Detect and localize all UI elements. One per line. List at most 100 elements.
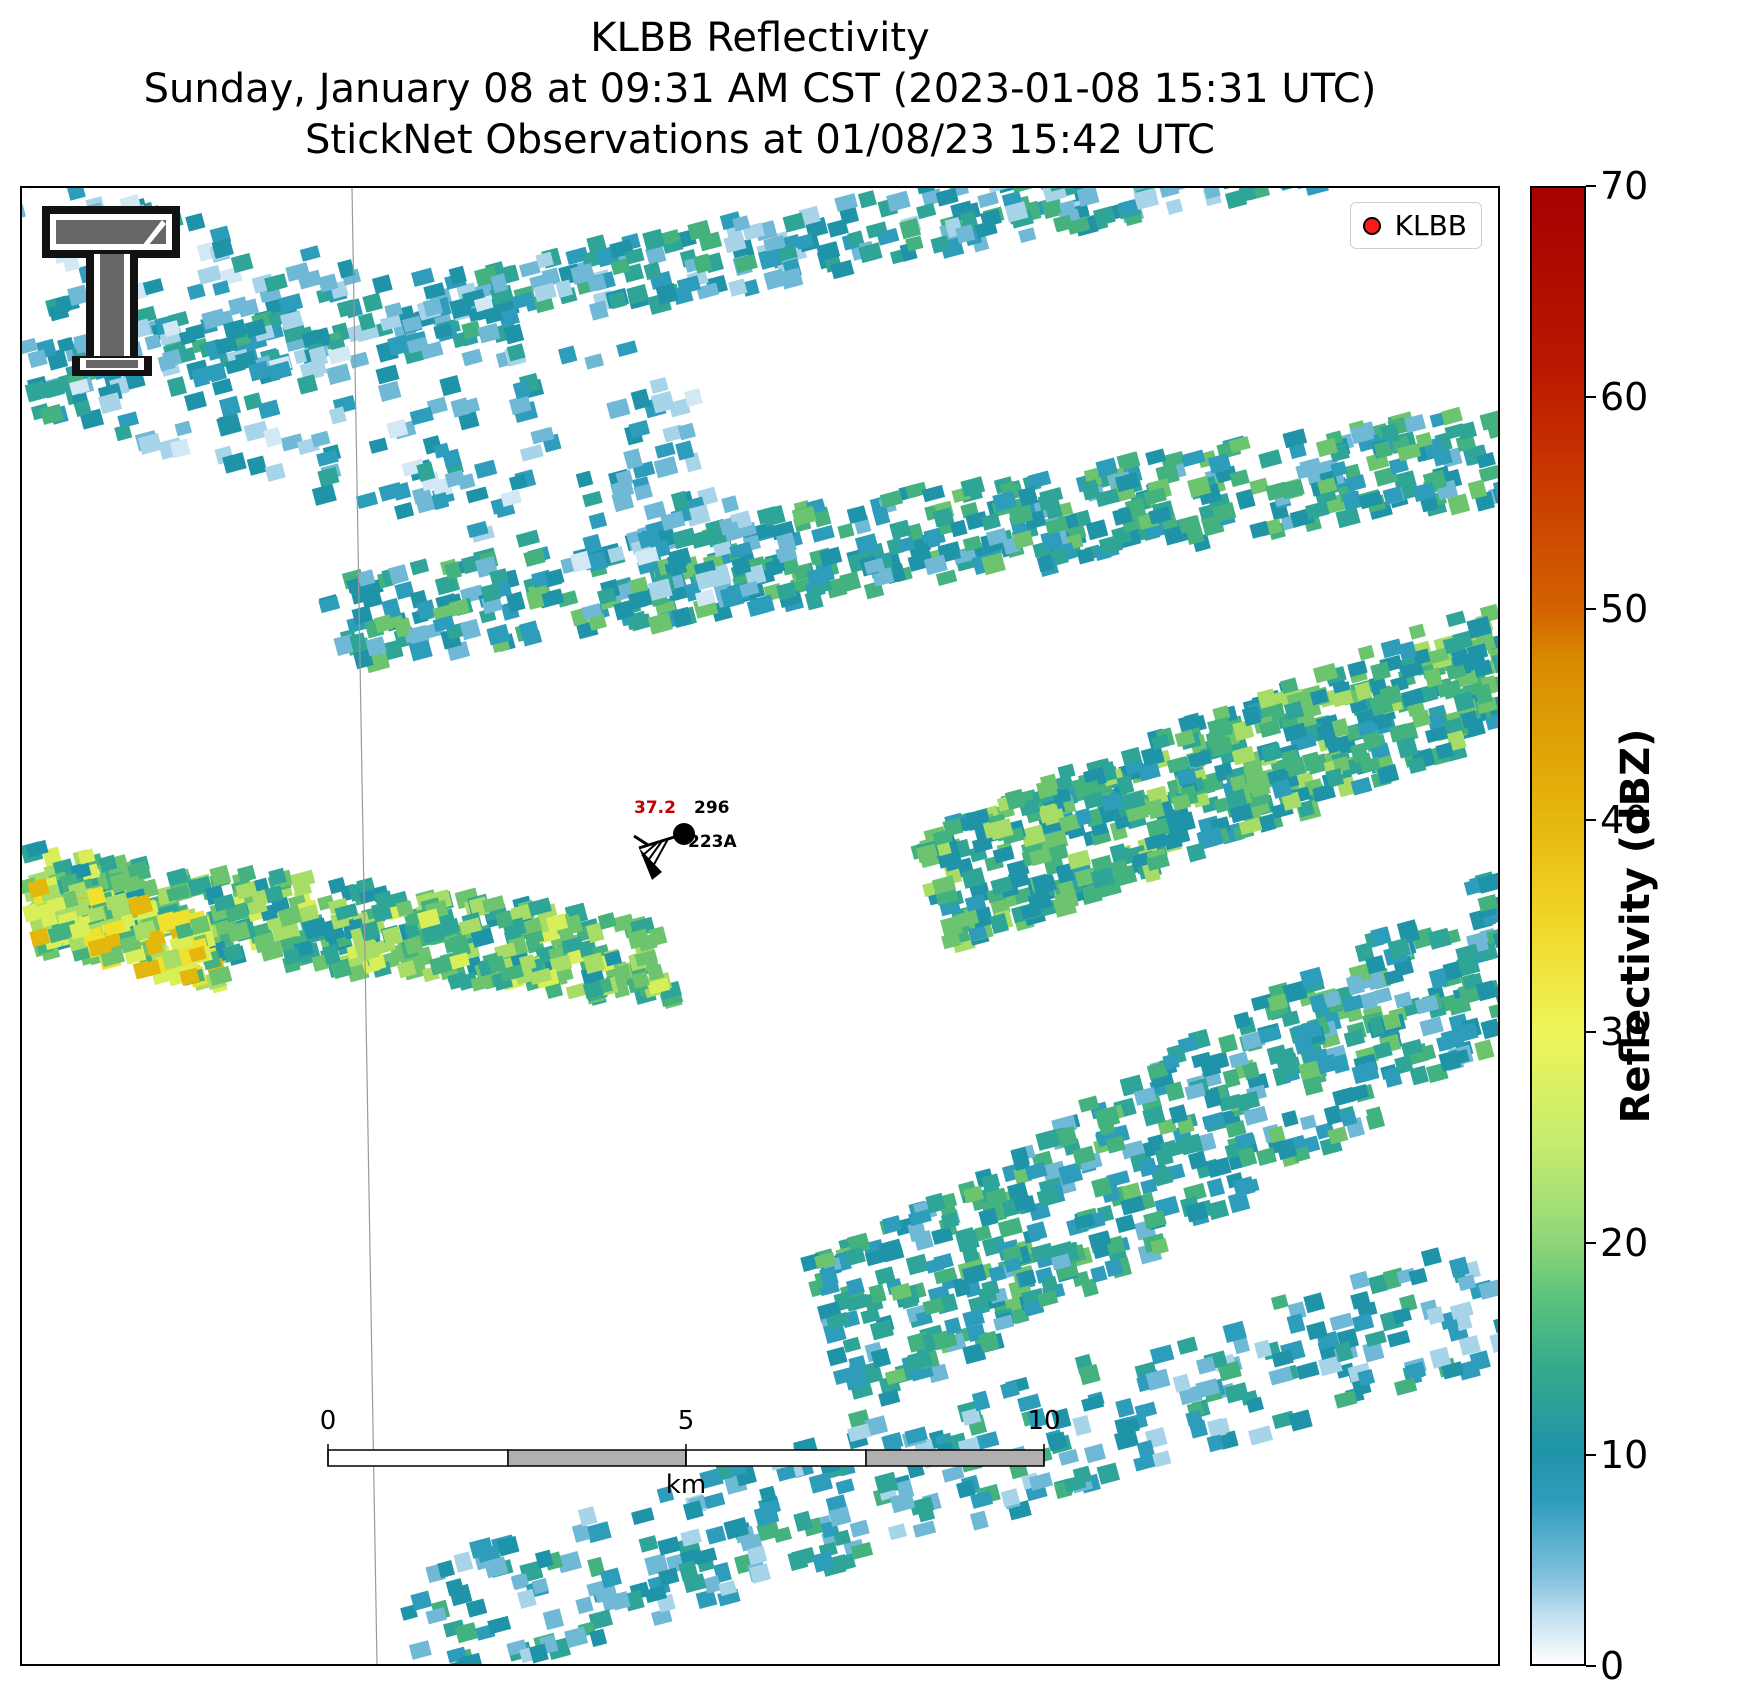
reflectivity-pixel [1229,469,1250,488]
reflectivity-pixel [1176,1336,1198,1355]
reflectivity-pixel [1218,1033,1239,1054]
reflectivity-pixel [826,1346,848,1367]
reflectivity-pixel [647,612,673,635]
reflectivity-pixel [915,202,937,220]
reflectivity-pixel [905,235,924,252]
reflectivity-pixel [965,510,989,531]
reflectivity-pixel [931,1226,954,1246]
reflectivity-pixel [521,629,543,647]
reflectivity-pixel [793,1437,818,1456]
reflectivity-pixel [837,522,855,539]
reflectivity-pixel [416,599,437,621]
reflectivity-pixel [631,1507,655,1526]
reflectivity-pixel [1330,460,1348,478]
reflectivity-pixel [201,308,227,330]
reflectivity-pixel [185,212,206,232]
reflectivity-pixel [974,220,998,239]
reflectivity-pixel [396,960,417,979]
reflectivity-pixel [1268,1366,1294,1386]
reflectivity-pixel [374,890,394,910]
reflectivity-pixel [1349,423,1375,445]
reflectivity-pixel [297,904,320,923]
reflectivity-pixel [839,571,862,593]
reflectivity-pixel [22,337,38,355]
reflectivity-pixel [624,247,645,265]
reflectivity-pixel [577,938,598,959]
reflectivity-pixel [377,380,402,403]
reflectivity-pixel [505,591,526,613]
reflectivity-pixel [166,867,188,886]
reflectivity-pixel [39,403,64,425]
reflectivity-pixel [1112,506,1134,526]
reflectivity-pixel [1095,488,1120,508]
reflectivity-pixel [1053,214,1074,233]
scale-label-5: 5 [677,1406,695,1436]
reflectivity-pixel [1009,188,1033,194]
reflectivity-pixel [26,188,44,189]
reflectivity-pixel [403,935,424,955]
reflectivity-pixel [1187,475,1212,498]
reflectivity-pixel [705,1525,727,1545]
reflectivity-pixel [1249,477,1270,495]
reflectivity-pixel [165,212,184,229]
reflectivity-pixel [654,441,676,459]
reflectivity-pixel [849,1519,870,1538]
reflectivity-pixel [25,839,49,858]
colorbar-tick [1586,185,1596,187]
reflectivity-pixel [355,491,379,509]
reflectivity-pixel [1042,188,1067,203]
colorbar-tick-label: 10 [1600,1432,1649,1477]
reflectivity-pixel [941,1465,965,1483]
reflectivity-pixel [1059,200,1078,220]
reflectivity-pixel [429,954,453,976]
reflectivity-pixel [1152,1450,1172,1468]
reflectivity-pixel [1076,188,1100,207]
reflectivity-pixel [1343,1028,1366,1048]
reflectivity-pixel [858,242,883,264]
reflectivity-pixel [310,430,331,448]
reflectivity-pixel [585,922,605,944]
reflectivity-pixel [884,1367,907,1386]
plot-subtitle-time: Sunday, January 08 at 09:31 AM CST (2023… [143,66,1377,112]
reflectivity-pixel [854,533,880,556]
station-id: 223A [688,832,737,852]
reflectivity-pixel [448,265,467,285]
reflectivity-pixel [1041,197,1064,220]
reflectivity-pixel [490,273,509,294]
reflectivity-pixel [253,931,277,954]
reflectivity-pixel [992,845,1015,864]
reflectivity-pixel [587,613,607,631]
reflectivity-pixel [960,476,986,497]
colorbar-tick-label: 20 [1600,1221,1649,1266]
reflectivity-pixel [1358,490,1383,510]
reflectivity-pixel [1044,501,1063,520]
reflectivity-pixel [811,525,835,543]
reflectivity-pixel [761,559,783,578]
reflectivity-pixel [1388,456,1409,475]
reflectivity-pixel [80,202,104,220]
reflectivity-pixel [897,536,915,553]
reflectivity-pixel [1036,554,1055,573]
radar-map[interactable]: KLBB 37.2 296 223A 0 5 10 km [20,186,1500,1666]
reflectivity-pixel [586,274,607,293]
reflectivity-pixel [420,922,445,944]
reflectivity-pixel [24,380,48,403]
reflectivity-pixel [962,535,983,552]
reflectivity-pixel [371,274,393,294]
reflectivity-pixel [603,950,623,967]
reflectivity-pixel [1344,474,1367,493]
reflectivity-pixel [1178,515,1202,534]
reflectivity-pixel [657,1536,681,1556]
reflectivity-pixel [1329,1312,1354,1331]
reflectivity-pixel [216,413,243,437]
reflectivity-pixel [1220,188,1240,190]
reflectivity-pixel [1004,201,1029,223]
reflectivity-pixel [525,589,545,610]
reflectivity-pixel [1281,1110,1299,1128]
reflectivity-pixel [77,848,96,865]
reflectivity-pixel [1497,445,1498,466]
station-temperature: 37.2 [634,798,676,818]
reflectivity-pixel [511,292,535,310]
reflectivity-pixel [955,224,976,244]
reflectivity-pixel [627,590,648,611]
